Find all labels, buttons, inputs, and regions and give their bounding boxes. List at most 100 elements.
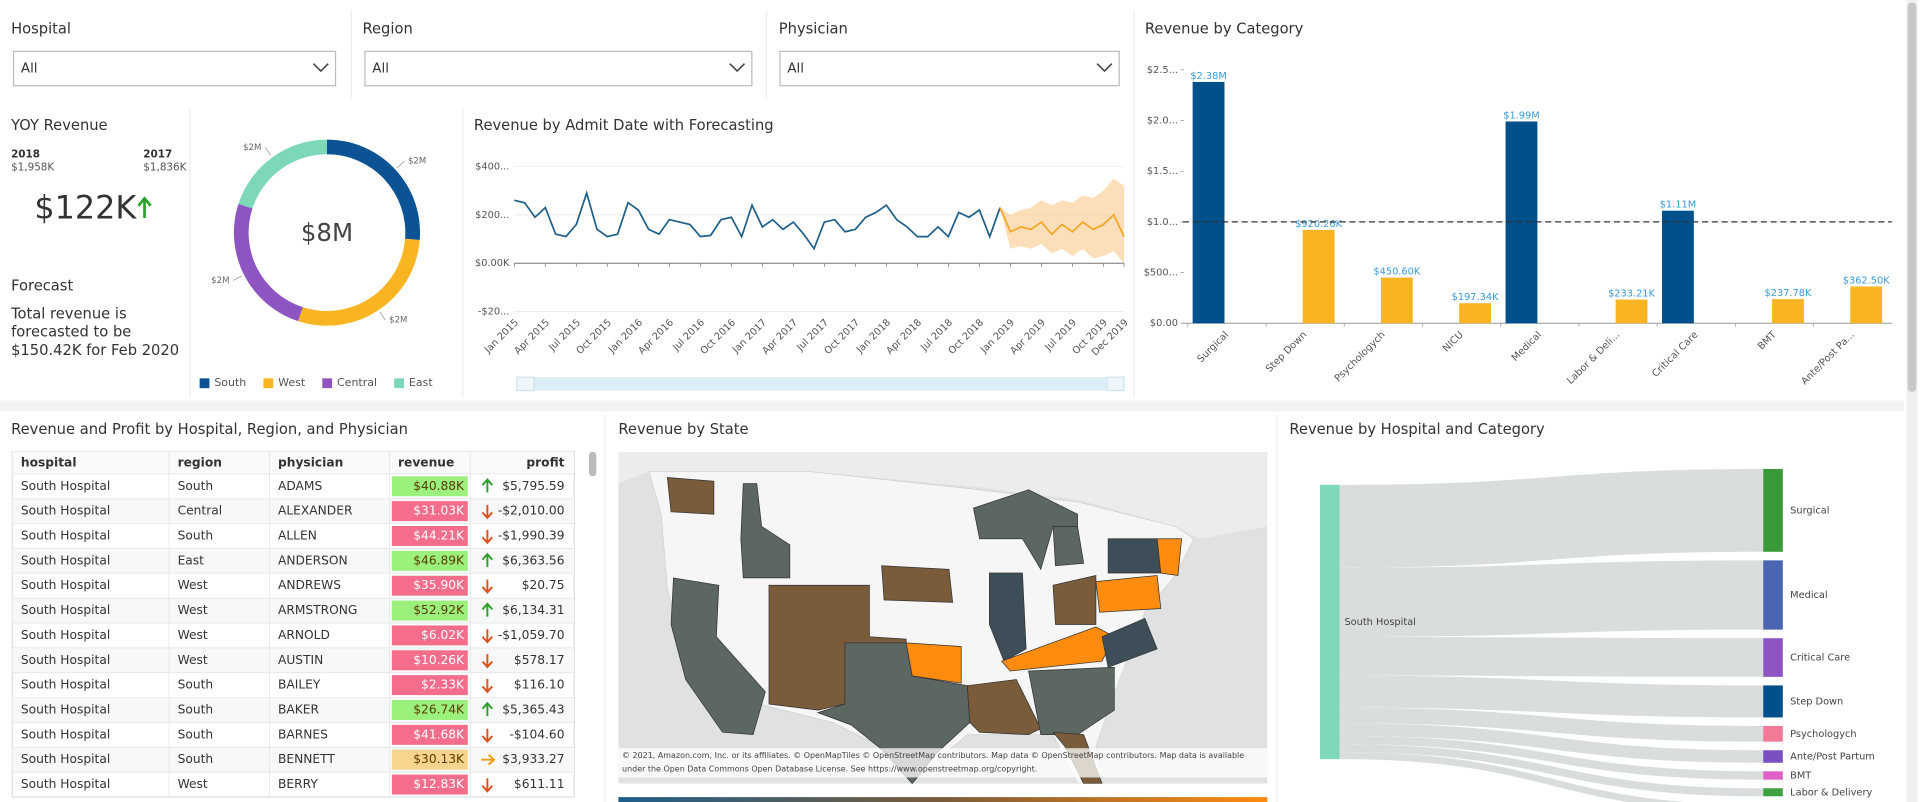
- state[interactable]: [1107, 538, 1162, 574]
- revenue-cell: [391, 476, 468, 497]
- data-label: $450.60K: [1373, 266, 1420, 277]
- data-label: $2M: [211, 276, 229, 286]
- scrollbar[interactable]: [1906, 0, 1918, 802]
- data-label: $920.26K: [1295, 219, 1342, 230]
- dropdown-value: All: [21, 62, 38, 77]
- scrollbar-thumb[interactable]: [1907, 2, 1917, 392]
- trend-arrow: [481, 602, 494, 617]
- sankey-flow: [1339, 707, 1764, 742]
- table-cell: South Hospital: [21, 603, 110, 617]
- state[interactable]: [740, 483, 791, 579]
- table-cell: $35.90K: [413, 578, 465, 592]
- state[interactable]: [905, 642, 962, 684]
- dropdown[interactable]: [779, 50, 1120, 87]
- table-cell: BARNES: [278, 727, 328, 741]
- table-cell: BAILEY: [278, 678, 321, 692]
- state[interactable]: [1052, 575, 1097, 625]
- table-cell: West: [178, 777, 208, 791]
- x-tick-label: Step Down: [1264, 330, 1309, 375]
- y-tick-label: $500...: [1144, 268, 1178, 279]
- row-stripe: [12, 697, 575, 723]
- forecast-text: Total revenue is forecasted to be $150.4…: [11, 304, 180, 359]
- slider-handle[interactable]: [1106, 376, 1125, 392]
- state[interactable]: [1028, 666, 1115, 736]
- sankey-flow: [1339, 636, 1764, 677]
- table-cell: $41.68K: [413, 727, 465, 741]
- source-label: South Hospital: [1344, 617, 1415, 628]
- revenue-cell: [391, 550, 468, 571]
- y-tick-label: -$20...: [478, 307, 510, 318]
- filter-label: Physician: [779, 20, 848, 37]
- revenue-cell: [391, 675, 468, 696]
- table-cell: AUSTIN: [278, 653, 323, 667]
- sankey-viewport: Surgical Medical Critical Care Step Down Psy…: [1319, 468, 1875, 802]
- bar: [1772, 299, 1804, 324]
- donut-center: $8M: [301, 218, 353, 247]
- table-cell: South: [178, 702, 214, 716]
- table-cell: South Hospital: [21, 578, 110, 592]
- map[interactable]: © 2021, Amazon.com, Inc. or its affiliat…: [618, 451, 1268, 784]
- trend-arrow: [481, 778, 494, 793]
- sankey-target: [1763, 771, 1783, 780]
- trend-arrow: [481, 552, 494, 567]
- column-header: hospital: [21, 455, 77, 469]
- table-scrollbar[interactable]: [588, 451, 597, 477]
- table-cell: South Hospital: [21, 528, 110, 542]
- table-cell: $3,933.27: [502, 752, 564, 766]
- table-cell: ANDERSON: [278, 553, 348, 567]
- table-cell: South: [178, 479, 214, 493]
- column-header: physician: [278, 455, 343, 469]
- kpi-year: 2017: [143, 148, 172, 160]
- x-tick-label: BMT: [1756, 329, 1779, 352]
- table-cell: West: [178, 578, 208, 592]
- chart-title: Revenue by Admit Date with Forecasting: [474, 117, 774, 134]
- table-cell: BERRY: [278, 777, 318, 791]
- forecast-title: Forecast: [11, 278, 73, 295]
- data-label: $2.38M: [1190, 71, 1226, 82]
- bar-chart: $0.00 $500... $1.0... $1.5... $2.0... $2.5...…: [1144, 65, 1892, 387]
- table-cell: $44.21K: [413, 528, 465, 542]
- state[interactable]: [966, 679, 1042, 736]
- y-tick-label: $2.0...: [1147, 115, 1178, 126]
- table-cell: $30.13K: [413, 752, 465, 766]
- table-cell: South Hospital: [21, 628, 110, 642]
- table-cell: South Hospital: [21, 702, 110, 716]
- state[interactable]: [1095, 575, 1162, 613]
- data-label: $362.50K: [1843, 275, 1890, 286]
- data-label: $197.34K: [1452, 292, 1499, 303]
- state[interactable]: [881, 565, 954, 603]
- kpi-change: $122K: [34, 188, 137, 226]
- data-label: $2M: [408, 157, 426, 167]
- table-cell: South Hospital: [21, 504, 110, 518]
- legend-label: East: [409, 376, 433, 389]
- dropdown[interactable]: [364, 50, 753, 87]
- bar: [1662, 210, 1694, 324]
- state[interactable]: [670, 577, 766, 736]
- dropdown[interactable]: [12, 50, 337, 87]
- state[interactable]: [1101, 617, 1158, 668]
- table-cell: $5,365.43: [502, 702, 564, 716]
- target-label: Ante/Post Partum: [1790, 751, 1875, 762]
- data-label: $233.21K: [1608, 288, 1655, 299]
- bar: [1380, 277, 1413, 324]
- data-label: $2M: [389, 316, 407, 326]
- table-cell: BENNETT: [278, 752, 335, 766]
- state[interactable]: [1156, 538, 1183, 576]
- table-cell: $6,134.31: [502, 603, 564, 617]
- table-cell: South Hospital: [21, 727, 110, 741]
- state[interactable]: [1052, 526, 1085, 567]
- kpi-title: YOY Revenue: [10, 117, 108, 134]
- trend-arrow: [481, 679, 494, 694]
- x-tick-label: Labor & Deli...: [1565, 330, 1622, 387]
- donut-segment: [238, 139, 327, 209]
- legend-label: South: [214, 376, 246, 389]
- state[interactable]: [989, 572, 1027, 662]
- sankey-target: [1763, 788, 1783, 797]
- line-series: [999, 207, 1125, 237]
- state[interactable]: [666, 477, 715, 515]
- dropdown-value: All: [787, 62, 804, 77]
- table: hospital region physician revenue profit Sout…: [11, 451, 575, 798]
- target-label: Step Down: [1790, 696, 1843, 707]
- slider-handle[interactable]: [516, 376, 535, 392]
- range-slider[interactable]: [516, 377, 1125, 391]
